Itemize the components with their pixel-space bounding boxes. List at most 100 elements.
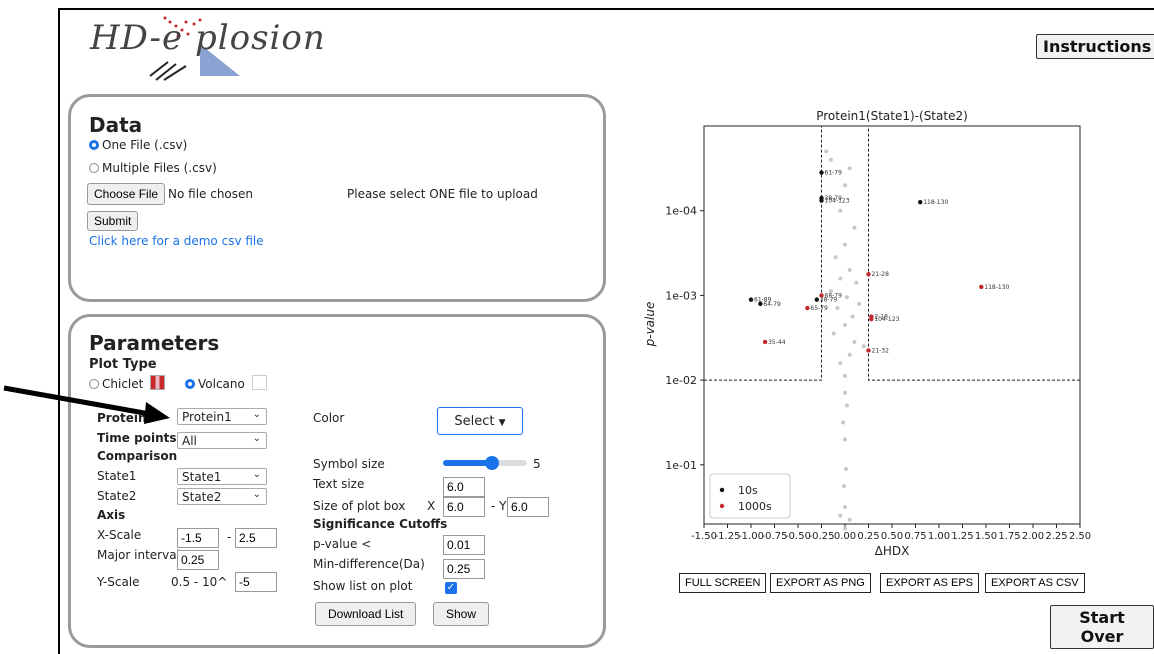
point-label: 61-79 [825,170,843,177]
comparison-label: Comparison [97,449,178,463]
data-point [819,170,824,175]
plot-box-y-input[interactable] [507,497,549,517]
submit-button[interactable]: Submit [87,211,139,231]
data-point [869,316,874,322]
download-list-button[interactable]: Download List [315,602,417,626]
check-icon: ✓ [446,582,456,593]
insignificant-point [847,352,852,357]
radio-one-file-control[interactable] [89,140,99,150]
point-label: 21-28 [872,271,890,278]
x-tick-label: 1.50 [975,531,997,542]
symbol-size-label: Symbol size [313,457,385,471]
chevron-down-icon: ⌄ [252,489,261,500]
radio-chiclet-control[interactable] [89,379,99,389]
instructions-button[interactable]: Instructions [1036,34,1154,59]
insignificant-point [838,513,843,518]
show-button[interactable]: Show [433,602,490,626]
insignificant-point [847,267,852,272]
xscale-label: X-Scale [97,528,142,542]
slider-knob[interactable] [484,456,499,470]
radio-multiple-files[interactable]: Multiple Files (.csv) [89,161,217,175]
x-tick-label: 2.50 [1069,531,1091,542]
major-interval-input[interactable] [177,550,219,570]
choose-file-button[interactable]: Choose File [87,183,166,205]
x-tick-label: 1.00 [928,531,950,542]
y-axis-ticks: 1e-04 1e-03 1e-02 1e-01 [665,205,704,472]
state1-select[interactable]: State1 ⌄ [177,468,267,485]
page-frame [58,8,1154,654]
y-tick-label: 1e-02 [665,374,697,387]
pvalue-input[interactable] [443,535,485,555]
insignificant-point [828,157,833,162]
xscale-min-input[interactable] [177,528,219,548]
y-tick-label: 1e-01 [665,459,697,472]
x-tick-label: 1.75 [998,531,1020,542]
chart-legend: 10s 1000s [709,473,791,519]
x-tick-label: 1.25 [951,531,973,542]
radio-chiclet[interactable]: Chiclet [89,375,166,391]
insignificant-point [857,301,862,306]
point-label: 2-18 [874,314,888,321]
text-size-label: Text size [313,477,365,491]
point-label: 104-123 [874,316,899,323]
data-point [866,272,871,277]
insignificant-point [838,276,843,281]
data-point [805,305,810,311]
insignificant-point [844,403,849,408]
point-label: 38-79 [820,297,838,304]
yscale-label: Y-Scale [97,575,140,589]
demo-csv-link[interactable]: Click here for a demo csv file [89,234,264,248]
xscale-max-input[interactable] [235,528,277,548]
insignificant-point [835,306,840,311]
x-axis-label: ΔHDX [875,544,910,558]
time-points-select[interactable]: All ⌄ [177,432,267,449]
yscale-exponent-input[interactable] [235,572,277,592]
insignificant-point [843,467,848,472]
protein-select[interactable]: Protein1 ⌄ [177,408,267,425]
cutoff-line-right [868,126,1080,381]
start-over-button[interactable]: Start Over [1050,605,1154,649]
export-png-button[interactable]: EXPORT AS PNG [770,573,871,593]
radio-chiclet-label: Chiclet [102,377,144,391]
radio-volcano-label: Volcano [198,377,245,391]
protein-label: Protein [97,411,147,425]
data-point [979,284,984,290]
radio-multiple-files-control[interactable] [89,163,99,173]
text-size-input[interactable] [443,477,485,497]
cutoff-line-left [704,126,822,381]
radio-one-file[interactable]: One File (.csv) [89,138,187,152]
export-csv-button[interactable]: EXPORT AS CSV [985,573,1085,593]
insignificant-point [854,280,859,285]
insignificant-point [833,255,838,260]
radio-volcano-control[interactable] [185,379,195,389]
insignificant-point [831,331,836,336]
plot-box-x-input[interactable] [443,497,485,517]
radio-volcano[interactable]: Volcano [185,375,267,391]
insignificant-point [824,149,829,154]
radio-multiple-files-label: Multiple Files (.csv) [102,161,217,175]
state2-select[interactable]: State2 ⌄ [177,488,267,505]
cutoff-lines [704,126,1080,381]
plot-box-label: Size of plot box [313,499,406,513]
point-label: 64-79 [763,301,781,308]
volcano-thumb-icon [251,375,267,390]
show-list-checkbox[interactable]: ✓ [445,582,457,594]
point-label: 65-79 [810,305,828,312]
point-label: 35-44 [768,339,786,346]
time-points-label: Time points [97,431,177,445]
symbol-size-slider[interactable] [443,456,527,470]
state1-select-value: State1 [182,470,222,484]
insignificant-point [838,208,843,213]
color-select-button[interactable]: Select ▼ [437,407,523,435]
symbol-size-value: 5 [533,457,541,471]
volcano-plot[interactable]: Protein1(State1)-(State2) -1.50-1.25-1.0… [630,104,1130,564]
full-screen-button[interactable]: FULL SCREEN [679,573,767,593]
yscale-prefix: 0.5 - 10^ [171,575,228,589]
x-tick-label: 0.50 [881,531,903,542]
export-eps-button[interactable]: EXPORT AS EPS [880,573,980,593]
min-diff-input[interactable] [443,559,485,579]
x-tick-label: -0.25 [809,531,835,542]
x-tick-label: -1.25 [715,531,741,542]
plot-type-label: Plot Type [89,357,157,372]
xscale-dash: - [227,530,232,544]
